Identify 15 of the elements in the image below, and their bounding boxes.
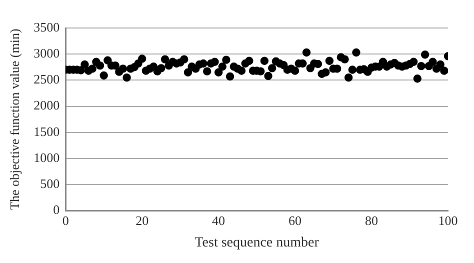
y-axis-title: The objective function value (min) xyxy=(7,28,22,210)
x-tick-label: 20 xyxy=(136,212,149,228)
y-tick-label: 3000 xyxy=(34,46,60,61)
x-tick-label: 80 xyxy=(365,212,378,228)
x-tick-label: 60 xyxy=(288,212,302,228)
y-tick-label: 0 xyxy=(53,202,60,218)
x-tick-label: 100 xyxy=(438,212,458,228)
y-tick-label: 500 xyxy=(40,176,60,191)
x-tick-label: 40 xyxy=(212,212,226,228)
y-tick-label: 3500 xyxy=(34,19,60,34)
y-tick-label: 2500 xyxy=(34,72,60,87)
y-tick-label: 1000 xyxy=(34,150,60,165)
x-axis-title: Test sequence number xyxy=(194,235,320,250)
y-tick-label: 1500 xyxy=(34,124,60,139)
y-tick-label: 2000 xyxy=(34,98,60,113)
